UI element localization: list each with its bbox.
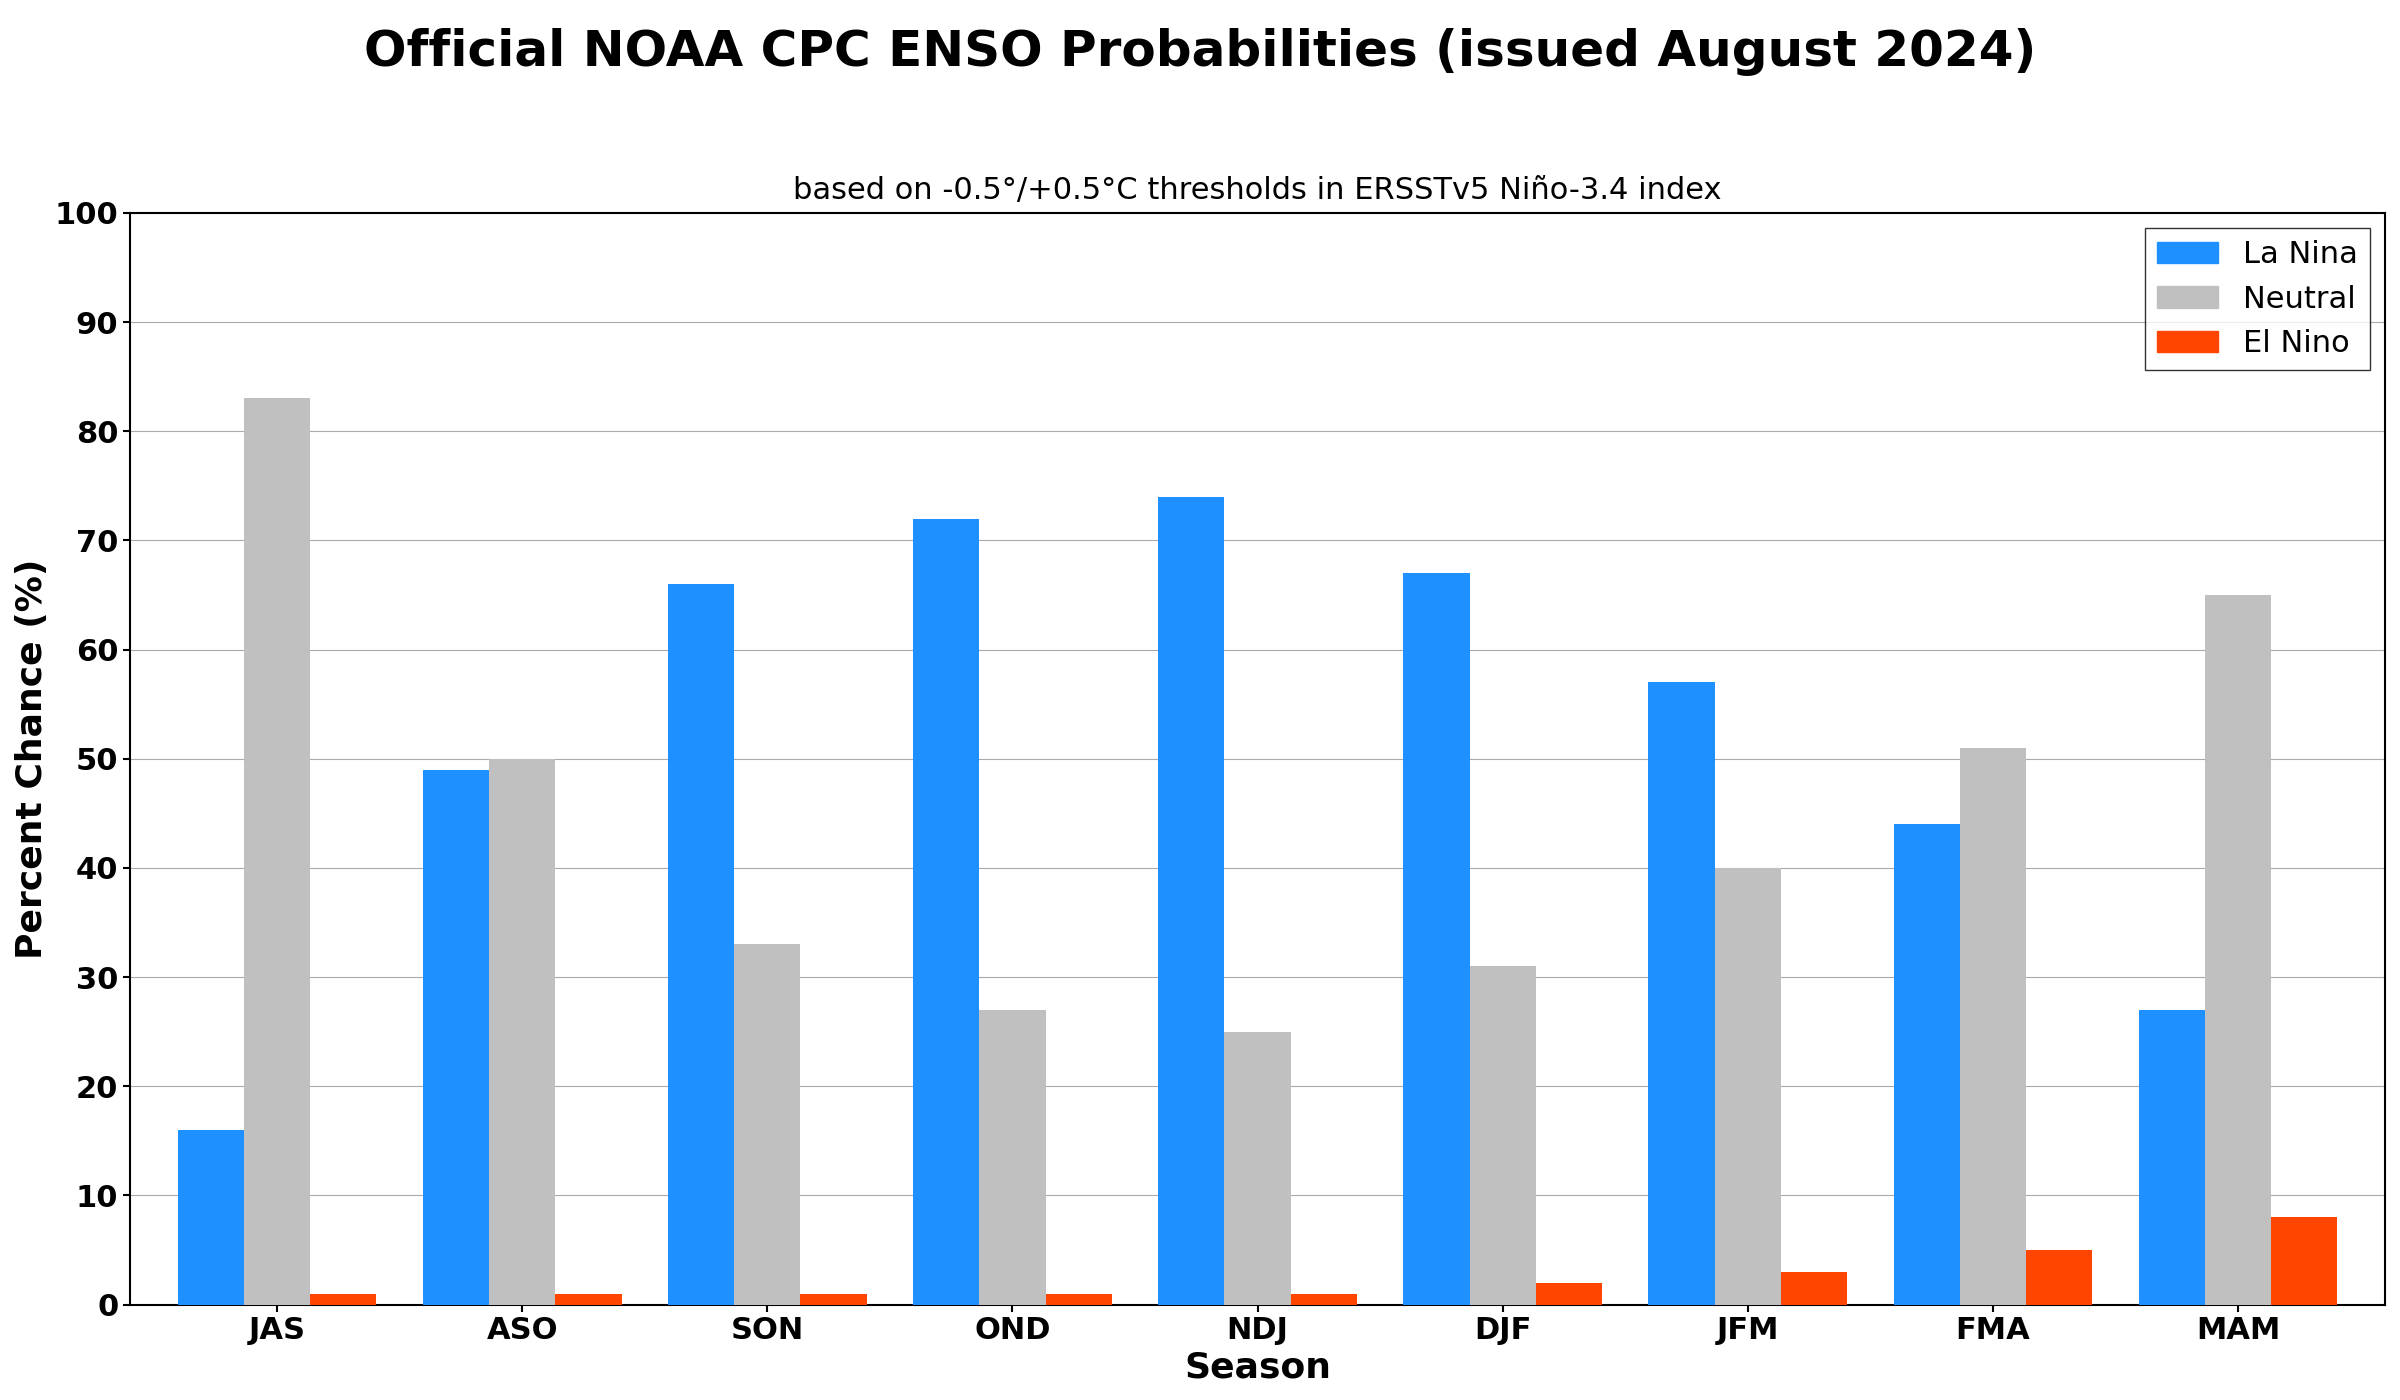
Bar xyxy=(1291,1294,1356,1305)
Text: Official NOAA CPC ENSO Probabilities (issued August 2024): Official NOAA CPC ENSO Probabilities (is… xyxy=(365,28,2035,76)
Bar xyxy=(667,584,734,1305)
Bar xyxy=(1781,1271,1848,1305)
Bar xyxy=(1714,868,1781,1305)
Bar xyxy=(490,759,554,1305)
Bar xyxy=(422,770,490,1305)
Title: based on -0.5°/+0.5°C thresholds in ERSSTv5 Niño-3.4 index: based on -0.5°/+0.5°C thresholds in ERSS… xyxy=(794,176,1721,204)
Bar xyxy=(1649,682,1714,1305)
X-axis label: Season: Season xyxy=(1183,1351,1332,1385)
Bar xyxy=(2270,1217,2338,1305)
Bar xyxy=(310,1294,377,1305)
Bar xyxy=(1404,573,1469,1305)
Bar xyxy=(1159,497,1224,1305)
Bar xyxy=(1046,1294,1111,1305)
Bar xyxy=(1469,966,1536,1305)
Bar xyxy=(2206,595,2270,1305)
Y-axis label: Percent Chance (%): Percent Chance (%) xyxy=(14,559,48,959)
Bar xyxy=(1536,1282,1601,1305)
Bar xyxy=(245,399,310,1305)
Bar xyxy=(912,518,979,1305)
Bar xyxy=(979,1009,1046,1305)
Bar xyxy=(178,1130,245,1305)
Bar xyxy=(1224,1032,1291,1305)
Bar xyxy=(1894,825,1961,1305)
Bar xyxy=(734,945,802,1305)
Bar xyxy=(802,1294,866,1305)
Bar xyxy=(2026,1250,2093,1305)
Legend: La Nina, Neutral, El Nino: La Nina, Neutral, El Nino xyxy=(2146,228,2369,370)
Bar xyxy=(2138,1009,2206,1305)
Bar xyxy=(1961,748,2026,1305)
Bar xyxy=(554,1294,622,1305)
